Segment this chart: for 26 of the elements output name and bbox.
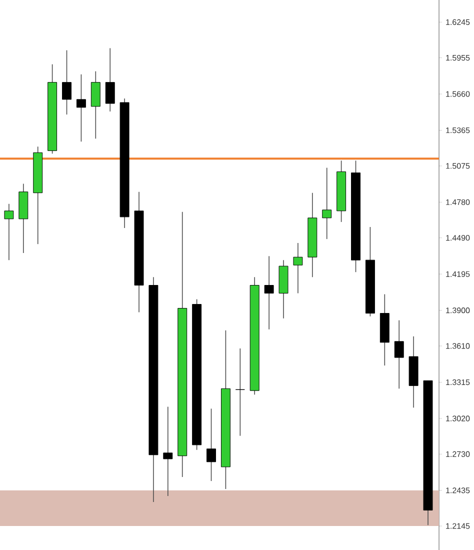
y-tick-label: 1.3020 [446,416,470,422]
y-tick-label: 1.4195 [446,271,470,277]
y-tick-label: 1.5660 [446,91,470,97]
y-tick-label: 1.6245 [446,19,470,25]
candlestick [394,320,404,390]
candlestick [4,204,14,260]
y-tick-label: 1.4780 [446,199,470,206]
y-tick-label: 1.3315 [446,379,470,386]
candlestick [163,406,173,496]
y-tick-label: 1.3610 [446,343,470,349]
y-tick-label: 1.2730 [446,451,470,457]
candlestick [322,167,332,240]
candlestick [62,50,72,115]
candlestick [206,408,216,482]
y-tick-label: 1.3900 [446,308,470,314]
y-tick-label: 1.4490 [446,234,470,241]
y-tick-label: 1.5075 [446,163,470,169]
y-tick-label: 1.2435 [446,488,470,494]
candlestick [235,348,245,436]
candlestick [76,74,86,142]
y-tick-label: 1.2145 [446,523,470,529]
candlestick [293,242,303,294]
candlestick [264,256,274,330]
candlestick [105,48,115,112]
y-tick-label: 1.5955 [446,54,470,61]
y-tick-label: 1.5365 [446,127,470,134]
